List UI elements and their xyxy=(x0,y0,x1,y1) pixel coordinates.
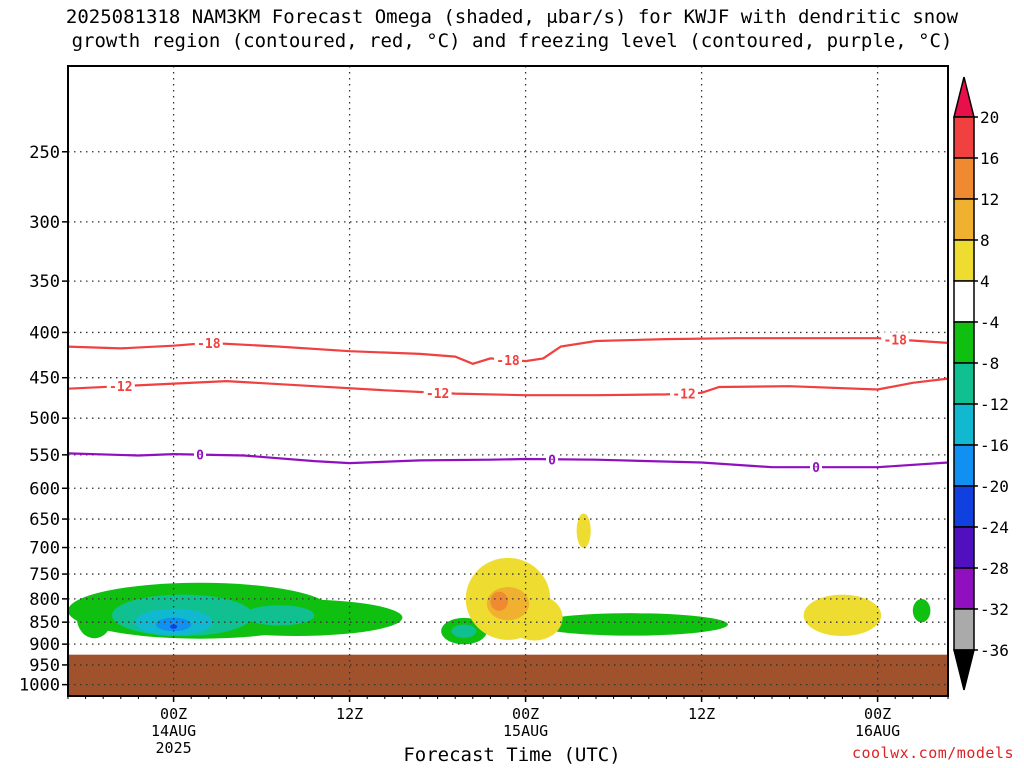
omega-region-8 xyxy=(244,605,315,626)
y-tick-label-600: 600 xyxy=(29,479,60,499)
x-tick-label-20-0: 00Z xyxy=(512,705,539,723)
omega-region-14 xyxy=(576,513,591,548)
contour-line-0 xyxy=(67,452,949,469)
y-tick-label-800: 800 xyxy=(29,590,60,610)
colorbar-label-8: -16 xyxy=(980,436,1009,455)
contour-layer: -18 -18 -18 -12 -12 -12 0 0 0 xyxy=(67,332,949,476)
contour-label--18-1: -18 xyxy=(496,354,520,369)
grid-layer xyxy=(68,66,948,696)
x-axis-title: Forecast Time (UTC) xyxy=(403,744,621,766)
contour-label-0-2: 0 xyxy=(812,461,820,476)
contour-label--18-0: -18 xyxy=(197,337,221,352)
y-tick-label-450: 450 xyxy=(29,369,60,389)
colorbar-label-1: 16 xyxy=(980,149,999,168)
colorbar-label-7: -12 xyxy=(980,395,1009,414)
y-tick-label-900: 900 xyxy=(29,635,60,655)
colorbar-box-0 xyxy=(953,116,975,159)
credit-text: coolwx.com/models xyxy=(851,744,1014,762)
colorbar-label-2: 12 xyxy=(980,190,999,209)
y-tick-label-500: 500 xyxy=(29,409,60,429)
colorbar-bottom-arrow xyxy=(953,649,975,691)
omega-region-5 xyxy=(912,599,931,623)
y-tick-label-350: 350 xyxy=(29,272,60,292)
y-tick-label-300: 300 xyxy=(29,213,60,233)
colorbar-box-8 xyxy=(953,444,975,487)
y-tick-label-700: 700 xyxy=(29,539,60,559)
omega-region-11 xyxy=(170,624,178,629)
y-tick-label-550: 550 xyxy=(29,446,60,466)
colorbar-box-3 xyxy=(953,239,975,282)
contour-label-bg xyxy=(106,379,135,394)
colorbar-box-11 xyxy=(953,567,975,610)
contour-label-bg xyxy=(546,452,558,467)
colorbar-box-10 xyxy=(953,526,975,569)
contour-label--12-1: -12 xyxy=(426,387,449,402)
x-tick-label-10-0: 12Z xyxy=(336,705,363,723)
x-tick-label-30-0: 12Z xyxy=(688,705,715,723)
contour-label-bg xyxy=(494,352,522,367)
omega-region-7 xyxy=(451,624,477,638)
y-tick-label-1000: 1000 xyxy=(19,676,60,696)
colorbar-label-6: -8 xyxy=(980,354,999,373)
contour-label--18-2: -18 xyxy=(883,333,907,348)
colorbar: 20 16 12 8 4 -4 -8 -12 -16 -20 -24 -28 -32 -36 xyxy=(953,76,1009,691)
colorbar-box-7 xyxy=(953,403,975,446)
colorbar-label-4: 4 xyxy=(980,272,990,291)
contour-label-0-1: 0 xyxy=(548,453,556,468)
colorbar-label-3: 8 xyxy=(980,231,990,250)
y-tick-label-850: 850 xyxy=(29,613,60,633)
plot-area xyxy=(68,66,948,696)
chart-title-line1: 2025081318 NAM3KM Forecast Omega (shaded… xyxy=(65,6,959,28)
x-tick-label-0-1: 14AUG xyxy=(151,722,196,740)
y-tick-label-400: 400 xyxy=(29,323,60,343)
omega-region-17 xyxy=(490,591,509,611)
colorbar-box-6 xyxy=(953,362,975,405)
chart-title-line2: growth region (contoured, red, °C) and f… xyxy=(71,30,953,52)
contour-label-bg xyxy=(194,447,206,462)
contour-label-bg xyxy=(423,385,452,400)
y-tick-label-750: 750 xyxy=(29,565,60,585)
colorbar-label-0: 20 xyxy=(980,108,999,127)
contour-label--12-0: -12 xyxy=(109,380,132,395)
colorbar-box-12 xyxy=(953,608,975,651)
terrain-block xyxy=(68,654,948,696)
colorbar-box-2 xyxy=(953,198,975,241)
x-tick-label-40-1: 16AUG xyxy=(855,722,900,740)
contour-label-bg xyxy=(881,332,910,347)
contour-label--12-2: -12 xyxy=(672,388,695,403)
omega-region-15 xyxy=(803,594,882,637)
colorbar-label-5: -4 xyxy=(980,313,999,332)
colorbar-box-4 xyxy=(953,280,975,323)
colorbar-top-arrow xyxy=(953,76,975,118)
contour-label-bg xyxy=(670,386,698,401)
colorbar-label-13: -36 xyxy=(980,641,1009,660)
omega-region-2 xyxy=(76,597,112,639)
contour-label-bg xyxy=(810,460,822,475)
x-tick-label-40-0: 00Z xyxy=(864,705,891,723)
colorbar-label-10: -24 xyxy=(980,518,1009,537)
y-tick-label-250: 250 xyxy=(29,143,60,163)
x-tick-label-0-0: 00Z xyxy=(160,705,187,723)
colorbar-box-5 xyxy=(953,321,975,364)
contour-label-0-0: 0 xyxy=(196,449,204,464)
y-tick-label-950: 950 xyxy=(29,656,60,676)
x-tick-label-0-2: 2025 xyxy=(156,739,192,757)
colorbar-label-9: -20 xyxy=(980,477,1009,496)
contour-line--12 xyxy=(67,377,949,397)
colorbar-label-11: -28 xyxy=(980,559,1009,578)
colorbar-label-12: -32 xyxy=(980,600,1009,619)
axes-layer: 2503003504004505005506006507007508008509… xyxy=(19,65,949,757)
colorbar-box-1 xyxy=(953,157,975,200)
contour-label-bg xyxy=(194,335,223,350)
omega-region-4 xyxy=(534,613,728,636)
y-tick-label-650: 650 xyxy=(29,510,60,530)
x-tick-label-20-1: 15AUG xyxy=(503,722,548,740)
colorbar-box-9 xyxy=(953,485,975,528)
